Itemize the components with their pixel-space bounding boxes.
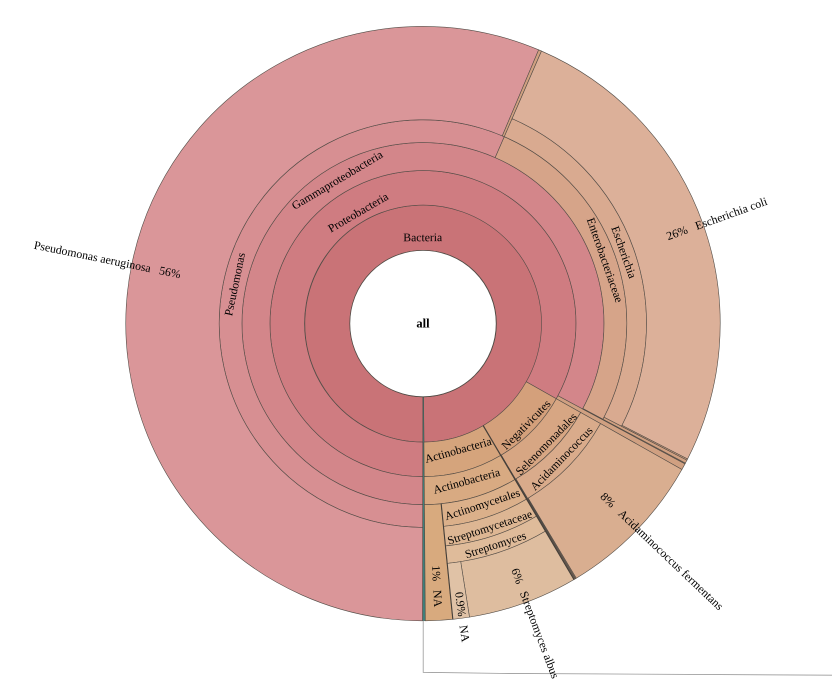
svg-text:1% NA: 1% NA — [429, 565, 445, 608]
svg-text:Bacteria: Bacteria — [403, 231, 443, 244]
svg-text:all: all — [416, 317, 430, 331]
svg-text:0.9% NA: 0.9% NA — [452, 591, 473, 643]
